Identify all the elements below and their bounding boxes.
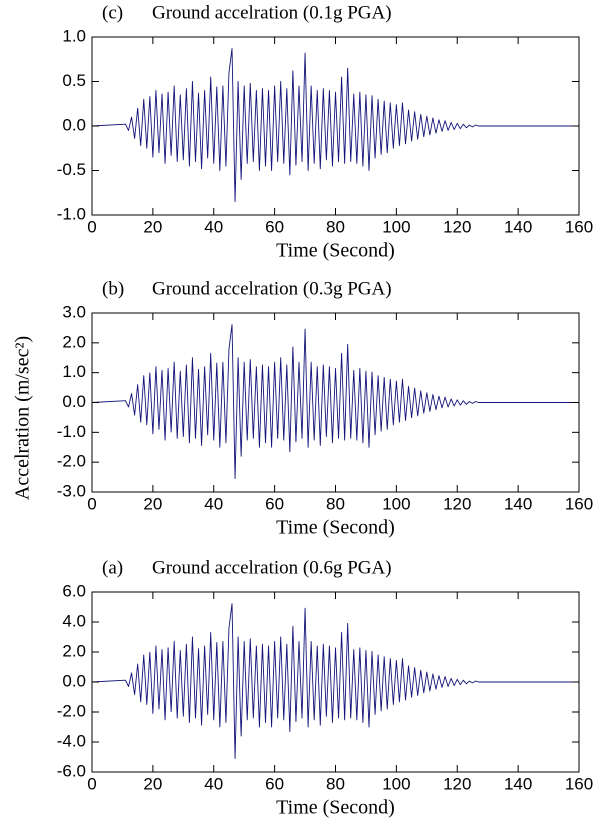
- signal-line: [91, 324, 579, 480]
- x-tick-label: 20: [143, 494, 162, 513]
- x-tick-label: 160: [565, 217, 593, 236]
- panel-label: (b): [102, 278, 124, 299]
- x-tick-label: 120: [443, 774, 471, 793]
- x-tick-label: 160: [565, 774, 593, 793]
- y-tick-label: 0.5: [62, 71, 86, 90]
- x-tick-label: 40: [204, 774, 223, 793]
- y-tick-label: -1.0: [57, 204, 86, 223]
- y-tick-label: 1.0: [62, 362, 86, 381]
- x-tick-label: 60: [265, 494, 284, 513]
- x-tick-label: 0: [87, 217, 96, 236]
- x-tick-label: 140: [504, 217, 532, 236]
- panel-label: (c): [102, 2, 123, 23]
- y-tick-label: 2.0: [62, 332, 86, 351]
- y-tick-label: 3.0: [62, 302, 86, 321]
- panel-label: (a): [102, 557, 123, 578]
- y-tick-label: 4.0: [62, 611, 86, 630]
- y-tick-label: 2.0: [62, 641, 86, 660]
- x-tick-label: 60: [265, 217, 284, 236]
- y-tick-label: -1.0: [57, 422, 86, 441]
- x-tick-label: 0: [87, 774, 96, 793]
- signal-line: [91, 603, 579, 759]
- y-axis-label: Accelration (m/sec²): [12, 336, 34, 500]
- x-tick-label: 100: [382, 217, 410, 236]
- x-tick-label: 80: [326, 494, 345, 513]
- x-tick-label: 80: [326, 217, 345, 236]
- y-tick-label: -6.0: [57, 761, 86, 780]
- y-tick-label: 6.0: [62, 581, 86, 600]
- x-tick-label: 140: [504, 774, 532, 793]
- x-axis-label: Time (Second): [276, 797, 395, 819]
- x-tick-label: 100: [382, 774, 410, 793]
- y-tick-label: -0.5: [57, 160, 86, 179]
- y-tick-label: -2.0: [57, 452, 86, 471]
- x-tick-label: 20: [143, 774, 162, 793]
- chart-title: Ground accelration (0.1g PGA): [152, 2, 392, 23]
- y-tick-label: 1.0: [62, 26, 86, 45]
- signal-line: [91, 48, 579, 203]
- x-tick-label: 100: [382, 494, 410, 513]
- chart-title: Ground accelration (0.3g PGA): [152, 278, 392, 299]
- x-tick-label: 20: [143, 217, 162, 236]
- y-tick-label: -2.0: [57, 701, 86, 720]
- chart-title: Ground accelration (0.6g PGA): [152, 557, 392, 578]
- y-tick-label: 0.0: [62, 671, 86, 690]
- x-tick-label: 40: [204, 217, 223, 236]
- x-tick-label: 140: [504, 494, 532, 513]
- x-axis-label: Time (Second): [276, 517, 395, 539]
- x-tick-label: 160: [565, 494, 593, 513]
- x-tick-label: 120: [443, 494, 471, 513]
- y-tick-label: 0.0: [62, 115, 86, 134]
- y-tick-label: -3.0: [57, 481, 86, 500]
- x-tick-label: 120: [443, 217, 471, 236]
- y-tick-label: -4.0: [57, 731, 86, 750]
- x-tick-label: 40: [204, 494, 223, 513]
- x-tick-label: 0: [87, 494, 96, 513]
- y-tick-label: 0.0: [62, 392, 86, 411]
- x-tick-label: 60: [265, 774, 284, 793]
- x-axis-label: Time (Second): [276, 240, 395, 262]
- x-tick-label: 80: [326, 774, 345, 793]
